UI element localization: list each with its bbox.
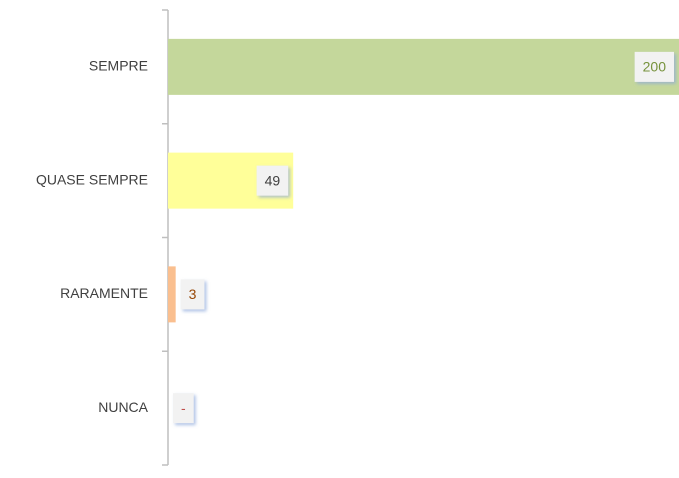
data-label-box xyxy=(634,51,674,82)
data-label-text: 49 xyxy=(265,172,281,188)
data-label-box xyxy=(256,165,289,196)
bar xyxy=(168,38,679,95)
data-label: 49 xyxy=(256,165,289,196)
y-tick-label: NUNCA xyxy=(98,399,148,415)
y-tick-label: RARAMENTE xyxy=(60,285,148,301)
data-label: 3 xyxy=(180,279,205,310)
data-label-text: - xyxy=(181,400,186,416)
bar xyxy=(168,266,176,323)
y-tick-label: QUASE SEMPRE xyxy=(36,171,148,187)
data-label-text: 200 xyxy=(643,59,667,75)
y-tick-label: SEMPRE xyxy=(89,58,148,74)
data-label: - xyxy=(173,393,194,424)
data-label: 200 xyxy=(634,51,674,82)
data-label-box xyxy=(180,279,205,310)
data-label-box xyxy=(173,393,194,424)
data-label-text: 3 xyxy=(189,286,197,302)
